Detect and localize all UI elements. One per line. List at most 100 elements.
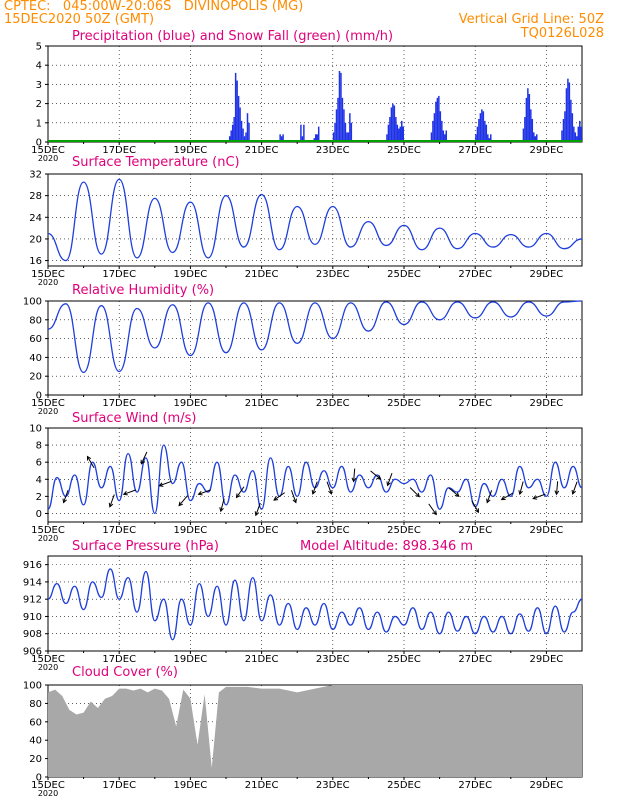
pres-ytick-label: 912 (23, 595, 42, 606)
rh-year-label: 2020 (38, 407, 58, 416)
precip-bar (338, 70, 341, 142)
wind-ytick-label: 8 (36, 441, 42, 452)
wind-arrow-shaft (198, 489, 211, 495)
precip-bar (439, 111, 442, 142)
temp-xtick-label: 27DEC (458, 269, 492, 280)
pres-annotation: Model Altitude: 898.346 m (300, 539, 474, 554)
rh-xtick-label: 15DEC (31, 398, 65, 409)
precip-bar (475, 134, 477, 142)
wind-arrow-head (108, 502, 114, 508)
precip-bar (240, 120, 243, 142)
precip-bar (346, 132, 348, 142)
precip-bar (444, 134, 446, 142)
wind-arrow-head (532, 495, 538, 500)
wind-arrow (140, 451, 148, 465)
wind-arrow-shaft (159, 480, 172, 487)
wind-arrow (254, 502, 261, 517)
precip-bar (341, 97, 344, 142)
precip-xtick-label: 29DEC (530, 145, 564, 156)
pres-xtick-label: 19DEC (174, 654, 208, 665)
wind-arrow (235, 486, 245, 499)
precip-bar (561, 130, 563, 142)
wind-arrow-head (500, 495, 506, 501)
wind-arrow-head (311, 489, 317, 495)
wind-arrow (178, 495, 188, 507)
wind-arrow-shaft (312, 481, 318, 495)
rh-xtick-label: 23DEC (316, 398, 350, 409)
wind-arrow-head (415, 492, 421, 498)
precip-bar (230, 130, 232, 142)
wind-arrow (108, 494, 115, 508)
wind-arrow-shaft (387, 472, 393, 486)
wind-ytick-label: 6 (36, 458, 42, 469)
cloud-ytick-label: 100 (23, 681, 42, 692)
pres-ytick-label: 908 (23, 629, 42, 640)
temp-title: Surface Temperature (nC) (72, 155, 240, 170)
temp-ytick-label: 32 (29, 170, 42, 181)
wind-arrow-head (235, 493, 241, 499)
wind-arrow-head (486, 498, 491, 504)
header-grid-line: Vertical Grid Line: 50Z (458, 12, 604, 27)
precip-bar (279, 134, 281, 142)
cloud-ytick-label: 80 (29, 699, 42, 710)
precip-bar (565, 88, 568, 142)
precip-bar (386, 134, 388, 142)
precip-bar (389, 117, 391, 142)
precip-bar (396, 124, 399, 142)
rh-xtick-label: 21DEC (245, 398, 279, 409)
cloud-area (48, 685, 582, 777)
pres-xtick-label: 17DEC (102, 654, 136, 665)
temp-xtick-label: 15DEC (31, 269, 65, 280)
precip-bar (562, 118, 565, 142)
rh-xtick-label: 29DEC (530, 398, 564, 409)
precip-bar (482, 111, 485, 142)
precip-bar (303, 124, 305, 142)
precip-xtick-label: 23DEC (316, 145, 350, 156)
rh-ytick-label: 40 (29, 353, 42, 364)
precip-bar (438, 95, 440, 142)
wind-arrow-head (351, 477, 357, 483)
precip-bar (524, 117, 526, 142)
precip-bar (527, 88, 529, 142)
wind-arrow-head (386, 481, 391, 487)
header-run-time: 15DEC2020 50Z (GMT) (4, 12, 155, 27)
precip-year-label: 2020 (38, 154, 58, 163)
precip-bar (315, 134, 317, 142)
wind-xtick-label: 17DEC (102, 525, 136, 536)
precip-ytick-label: 4 (36, 61, 42, 72)
wind-arrow (518, 481, 524, 496)
wind-arrow (273, 492, 286, 501)
wind-arrow-shaft (123, 489, 137, 495)
wind-frame (47, 427, 583, 523)
wind-ytick-label: 2 (36, 492, 42, 503)
cloud-ytick-label: 60 (29, 717, 42, 728)
precip-bar (301, 136, 304, 142)
rh-xtick-label: 19DEC (174, 398, 208, 409)
temp-xtick-label: 19DEC (174, 269, 208, 280)
precip-bar (432, 120, 434, 142)
precip-bar (401, 120, 403, 142)
precip-bar (337, 97, 339, 142)
wind-arrow-shaft (501, 492, 514, 501)
wind-arrow (386, 472, 393, 487)
wind-xtick-label: 23DEC (316, 525, 350, 536)
pres-xtick-label: 25DEC (387, 654, 421, 665)
wind-arrow-shaft (448, 487, 460, 497)
precip-bar (580, 126, 582, 142)
precip-bar (570, 99, 572, 142)
precip-panel: 15DEC 17DEC 19DEC 21DEC 23DEC 25DEC 27DEC 29DEC… (31, 42, 583, 163)
wind-arrow-head (122, 490, 128, 496)
wind-arrow-head (158, 482, 164, 487)
precip-bar (340, 72, 342, 142)
temp-series-line (47, 178, 583, 262)
precip-bar (445, 130, 448, 142)
wind-panel: 15DEC 17DEC 19DEC 21DEC 23DEC 25DEC 27DEC 29DEC… (29, 424, 583, 543)
cloud-xtick-label: 29DEC (530, 780, 564, 791)
wind-arrow (370, 470, 382, 480)
precip-bar (347, 132, 350, 142)
precip-bar (392, 103, 394, 142)
wind-arrow-head (219, 507, 224, 513)
precip-bar (393, 105, 396, 142)
